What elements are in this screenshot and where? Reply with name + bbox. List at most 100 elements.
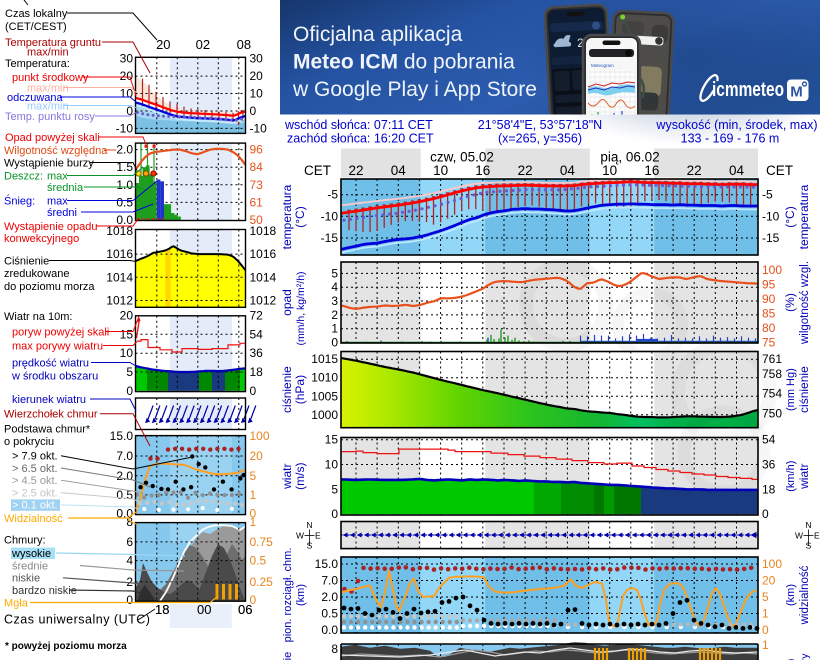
svg-text:wysokie: wysokie [11, 548, 51, 560]
svg-text:04: 04 [560, 163, 576, 178]
svg-text:7.0: 7.0 [116, 449, 133, 463]
svg-text:36: 36 [762, 458, 776, 472]
svg-text:(m/s): (m/s) [293, 463, 307, 490]
svg-text:Wilgotność względna: Wilgotność względna [4, 145, 108, 157]
svg-text:0: 0 [331, 336, 338, 350]
svg-text:prędkość wiatru: prędkość wiatru [12, 357, 89, 369]
svg-text:80: 80 [762, 321, 776, 335]
svg-text:max porywy wiatru: max porywy wiatru [12, 340, 103, 352]
svg-text:> 2.5 okt.: > 2.5 okt. [12, 487, 58, 499]
svg-text:5: 5 [331, 482, 338, 496]
svg-text:wilgotność wzgl.: wilgotność wzgl. [799, 261, 811, 345]
svg-text:CET: CET [304, 163, 331, 178]
svg-text:30: 30 [120, 52, 134, 66]
svg-text:w środku obszaru: w środku obszaru [11, 370, 98, 382]
svg-text:100: 100 [762, 263, 782, 277]
svg-text:Czas lokalny: Czas lokalny [5, 8, 68, 20]
svg-text:max: max [47, 170, 68, 182]
svg-text:max/min: max/min [27, 46, 69, 58]
svg-text:E: E [814, 531, 820, 541]
svg-text:75: 75 [762, 336, 776, 350]
svg-text:00: 00 [197, 602, 211, 617]
svg-text:96: 96 [250, 143, 264, 157]
svg-text:zachód słońca: 16:20 CET: zachód słońca: 16:20 CET [287, 132, 434, 146]
svg-text:1: 1 [250, 515, 257, 529]
svg-text:1005: 1005 [311, 389, 338, 403]
svg-text:pią, 06.02: pią, 06.02 [600, 150, 659, 165]
svg-text:poryw powyżej skali: poryw powyżej skali [12, 326, 109, 338]
svg-text:0: 0 [126, 384, 133, 398]
svg-text:21°58'4"E, 53°57'18"N: 21°58'4"E, 53°57'18"N [478, 118, 602, 132]
svg-text:18: 18 [250, 365, 264, 379]
svg-text:Widzialność: Widzialność [4, 513, 63, 525]
svg-text:1012: 1012 [106, 294, 133, 308]
svg-text:(x=265, y=356): (x=265, y=356) [498, 132, 582, 146]
svg-text:4: 4 [126, 554, 133, 568]
svg-text:15: 15 [325, 433, 339, 447]
svg-text:-5: -5 [327, 188, 338, 202]
svg-text:0: 0 [250, 507, 257, 521]
svg-text:N: N [805, 520, 811, 530]
svg-text:22: 22 [687, 163, 702, 178]
svg-text:0: 0 [331, 507, 338, 521]
svg-text:73: 73 [250, 178, 264, 192]
svg-text:Chmury:: Chmury: [4, 535, 46, 547]
svg-text:(°C): (°C) [783, 206, 797, 227]
svg-text:5: 5 [250, 469, 257, 483]
svg-text:Mgła: Mgła [4, 597, 29, 609]
svg-text:18: 18 [762, 482, 776, 496]
svg-text:22: 22 [348, 163, 363, 178]
svg-text:bardzo niskie: bardzo niskie [12, 585, 77, 597]
svg-text:1: 1 [762, 638, 769, 652]
svg-text:opad: opad [280, 289, 294, 316]
svg-text:1: 1 [331, 322, 338, 336]
svg-text:zredukowane: zredukowane [4, 268, 69, 280]
svg-text:10: 10 [120, 346, 134, 360]
svg-text:icmmeteo: icmmeteo [712, 79, 784, 101]
svg-text:(°C): (°C) [293, 206, 307, 227]
svg-text:20: 20 [120, 308, 134, 322]
svg-text:50: 50 [250, 213, 264, 227]
svg-text:Wierzchołek chmur: Wierzchołek chmur [4, 409, 98, 421]
svg-text:Wystąpienie burzy: Wystąpienie burzy [4, 157, 94, 169]
svg-text:E: E [315, 531, 321, 541]
svg-text:2: 2 [126, 575, 133, 589]
svg-text:M: M [790, 84, 803, 101]
svg-text:punkt środkowy: punkt środkowy [12, 72, 89, 84]
svg-text:-10: -10 [250, 121, 268, 135]
svg-text:15.0: 15.0 [315, 557, 339, 571]
svg-text:06: 06 [238, 602, 252, 617]
svg-text:> 0.1 okt.: > 0.1 okt. [12, 500, 58, 512]
svg-text:8: 8 [331, 642, 338, 656]
svg-text:0.0: 0.0 [116, 213, 133, 227]
svg-text:(%): (%) [783, 293, 797, 312]
svg-text:Oficjalna aplikacja: Oficjalna aplikacja [293, 23, 463, 46]
svg-text:85: 85 [762, 307, 776, 321]
svg-text:-10: -10 [321, 209, 339, 223]
svg-text:1012: 1012 [250, 294, 277, 308]
svg-text:20: 20 [250, 69, 264, 83]
svg-text:Opad powyżej skali: Opad powyżej skali [5, 132, 100, 144]
svg-text:N: N [306, 520, 312, 530]
svg-text:100: 100 [250, 429, 270, 443]
svg-text:100: 100 [762, 557, 782, 571]
svg-text:1014: 1014 [250, 270, 277, 284]
svg-text:0.5: 0.5 [321, 607, 338, 621]
svg-text:2.0: 2.0 [116, 143, 133, 157]
svg-text:wiatr: wiatr [797, 464, 811, 490]
svg-text:max/min: max/min [27, 82, 69, 94]
svg-text:18: 18 [155, 602, 169, 617]
svg-text:5: 5 [331, 266, 338, 280]
svg-text:(km): (km) [785, 584, 797, 606]
svg-text:-15: -15 [762, 231, 780, 245]
svg-text:10: 10 [433, 163, 448, 178]
svg-text:widzialność: widzialność [799, 565, 811, 625]
svg-text:Temperatura:: Temperatura: [5, 58, 70, 70]
svg-text:0.5: 0.5 [116, 195, 133, 209]
svg-text:20: 20 [762, 574, 776, 588]
svg-text:06: 06 [238, 602, 252, 617]
svg-text:54: 54 [762, 433, 776, 447]
svg-text:Temperatura gruntu: Temperatura gruntu [5, 37, 101, 49]
svg-text:6: 6 [126, 535, 133, 549]
svg-text:1010: 1010 [311, 371, 338, 385]
